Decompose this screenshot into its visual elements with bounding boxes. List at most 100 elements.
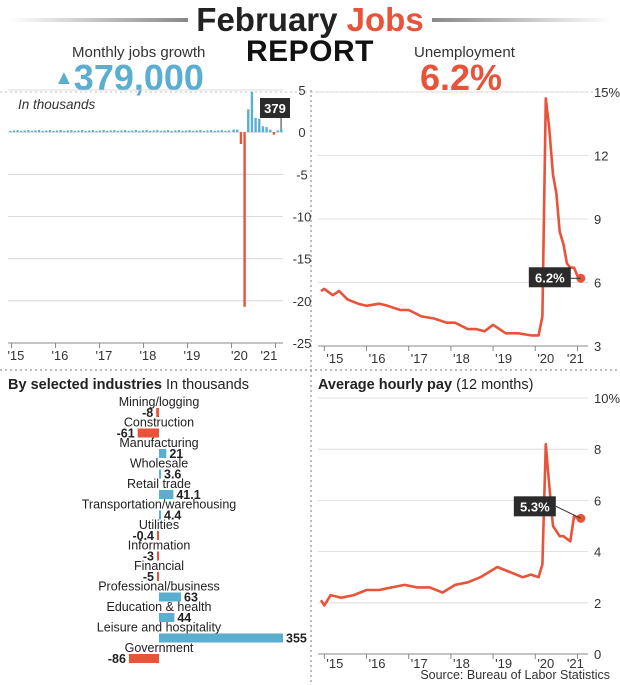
unemp-xtick-label: '15 [326, 351, 343, 366]
industry-bar [156, 408, 159, 417]
jobs-bar [276, 130, 279, 133]
title-accent: Jobs [346, 1, 424, 38]
unemp-xtick-label: '21 [567, 351, 584, 366]
jobs-bar [261, 126, 265, 133]
jobs-bar [272, 132, 276, 135]
industry-category-label: Government [125, 641, 194, 655]
jobs-bar [243, 132, 246, 307]
jobs-bar [269, 129, 272, 133]
jobs-bar [20, 130, 23, 133]
jobs-bar [192, 130, 195, 133]
jobs-bar [113, 130, 116, 133]
jobs-ytick-label: -10 [293, 210, 312, 225]
jobs-bar [127, 130, 130, 133]
jobs-bar [184, 130, 188, 133]
jobs-bar [91, 130, 94, 133]
industry-value-label: -86 [108, 652, 126, 666]
jobs-bar [220, 130, 223, 133]
jobs-bar [188, 130, 191, 133]
jobs-bar [9, 130, 12, 133]
unemp-callout-text: 6.2% [535, 270, 565, 285]
industry-category-label: Retail trade [127, 477, 191, 491]
industries-label-bold: By selected industries [8, 377, 162, 393]
jobs-bar [23, 130, 26, 133]
jobs-bar [37, 130, 41, 133]
jobs-bar [12, 130, 16, 133]
industry-category-label: Construction [124, 416, 194, 430]
jobs-bar [227, 130, 231, 133]
pay-xtick-label: '20 [537, 656, 554, 671]
jobs-ytick-label: -5 [296, 167, 308, 182]
industry-bar [159, 592, 182, 602]
industry-bar [159, 490, 174, 499]
page-title: February Jobs [0, 2, 620, 38]
jobs-xtick-label: '19 [183, 348, 200, 363]
jobs-bar [152, 130, 155, 133]
jobs-bar [156, 130, 159, 133]
jobs-bar [106, 130, 109, 133]
industry-category-label: Education & health [107, 600, 212, 614]
up-arrow-icon: ▲ [54, 67, 74, 89]
jobs-xtick-label: '18 [139, 348, 156, 363]
pay-xtick-label: '17 [411, 656, 428, 671]
pay-ytick-label: 2 [594, 596, 601, 611]
jobs-bar [163, 130, 166, 133]
industry-value-label: 3.6 [164, 468, 181, 482]
industries-label-light: In thousands [165, 377, 249, 393]
jobs-bar [109, 130, 112, 133]
jobs-bar [16, 130, 19, 133]
industry-category-label: Mining/logging [119, 395, 200, 409]
industry-value-label: 41.1 [176, 488, 200, 502]
industry-bar [159, 613, 175, 622]
jobs-bar [213, 130, 216, 133]
jobs-bar [41, 130, 44, 133]
jobs-bar [102, 130, 105, 133]
pay-ytick-label: 0 [594, 647, 601, 662]
unemp-series-line [320, 97, 582, 337]
jobs-bar [217, 130, 220, 133]
jobs-bar [55, 130, 59, 133]
jobs-bar [254, 117, 257, 133]
jobs-xtick-label: '16 [51, 348, 68, 363]
unemployment-label: Unemployment [414, 44, 515, 61]
jobs-callout-text: 379 [264, 101, 286, 116]
industry-category-label: Utilities [139, 518, 179, 532]
pay-xtick-label: '15 [326, 656, 343, 671]
industry-bar [157, 531, 159, 540]
jobs-bar [80, 130, 84, 133]
industry-value-label: 21 [169, 447, 183, 461]
industry-bar [157, 551, 159, 561]
jobs-xtick-label: '15 [7, 348, 24, 363]
industry-bar [159, 633, 283, 643]
jobs-bar [52, 130, 55, 133]
jobs-bar [247, 109, 250, 133]
industries-label: By selected industries In thousands [8, 377, 249, 393]
title-rule-right [432, 18, 612, 22]
pay-xtick-label: '16 [369, 656, 386, 671]
jobs-bar [134, 130, 137, 133]
jobs-bar [202, 130, 206, 133]
jobs-bar [34, 130, 37, 133]
jobs-bar [95, 130, 98, 133]
jobs-bar [120, 130, 123, 133]
jobs-bar [66, 130, 69, 133]
industry-category-label: Financial [134, 559, 184, 573]
unemp-callout-box [528, 267, 571, 288]
industry-value-label: -8 [142, 406, 153, 420]
unemp-xtick-label: '18 [453, 351, 470, 366]
jobs-ytick-label: -25 [293, 336, 312, 351]
jobs-bar [45, 130, 48, 133]
jobs-bar [84, 130, 87, 133]
pay-label: Average hourly pay (12 months) [318, 377, 533, 393]
jobs-callout-box [260, 98, 290, 118]
jobs-bar [181, 130, 184, 133]
jobs-bar [210, 130, 213, 133]
jobs-bar [206, 130, 209, 133]
jobs-bar [73, 130, 77, 133]
unemp-xtick-label: '19 [495, 351, 512, 366]
unemp-ytick-label: 3 [594, 339, 601, 354]
industry-value-label: -0.4 [132, 529, 154, 543]
jobs-ytick-label: 5 [298, 83, 305, 98]
jobs-xtick-label: '17 [95, 348, 112, 363]
jobs-bar [195, 130, 198, 133]
